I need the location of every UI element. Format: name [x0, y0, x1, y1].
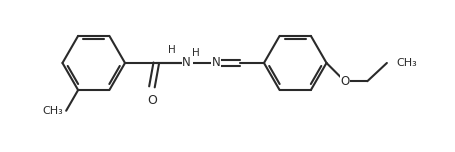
Text: CH₃: CH₃	[42, 106, 63, 116]
Text: N: N	[183, 57, 192, 69]
Text: H: H	[192, 48, 200, 58]
Text: O: O	[340, 75, 349, 88]
Text: N: N	[212, 57, 221, 69]
Text: CH₃: CH₃	[396, 58, 417, 68]
Text: N: N	[182, 57, 191, 69]
Text: H: H	[168, 45, 176, 55]
Text: O: O	[147, 94, 157, 107]
